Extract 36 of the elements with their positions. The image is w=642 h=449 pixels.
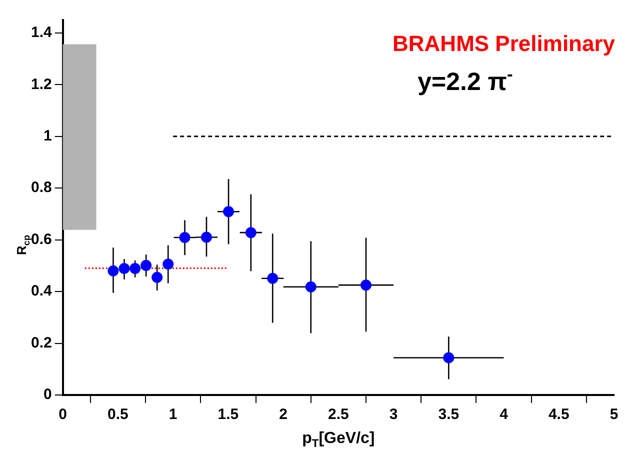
- x-tick-label: 3: [389, 406, 398, 424]
- y-tick-label: 0: [44, 386, 52, 404]
- point: [152, 272, 163, 283]
- y-tick-label: 1: [44, 128, 52, 145]
- x-tick-label: 2: [279, 406, 288, 424]
- point: [245, 227, 256, 238]
- x-tick-label: 1.5: [218, 406, 239, 424]
- point: [200, 232, 212, 243]
- y-tick-label: 0.4: [30, 282, 52, 300]
- point: [360, 280, 372, 291]
- x-tick-label: 3.5: [438, 406, 460, 424]
- x-tick-label: 1: [168, 406, 178, 424]
- point: [140, 260, 152, 271]
- y-axis-title: Rcp: [14, 234, 32, 255]
- annotation: y=2.2 π-: [418, 64, 513, 96]
- x-tick-label: 5: [610, 406, 618, 424]
- y-tick-label: 0.2: [30, 334, 52, 352]
- point: [443, 352, 454, 364]
- point: [223, 206, 234, 218]
- x-tick-label: 0.5: [108, 406, 128, 424]
- y-tick-label: 0.8: [30, 179, 52, 196]
- x-tick-label: 0: [58, 406, 68, 424]
- point: [162, 258, 174, 270]
- y-tick-label: 1.4: [30, 24, 52, 42]
- point: [179, 232, 190, 243]
- point: [118, 263, 130, 274]
- y-tick-label: 0.6: [30, 230, 52, 248]
- y-tick-label: 1.2: [30, 76, 52, 93]
- x-tick-label: 4: [500, 406, 509, 424]
- x-tick-label: 2.5: [328, 406, 349, 424]
- point: [267, 272, 278, 284]
- point: [305, 281, 316, 292]
- point: [108, 265, 119, 276]
- annotation: BRAHMS Preliminary: [392, 31, 616, 56]
- point: [130, 263, 141, 274]
- x-tick-label: 4.5: [548, 406, 570, 424]
